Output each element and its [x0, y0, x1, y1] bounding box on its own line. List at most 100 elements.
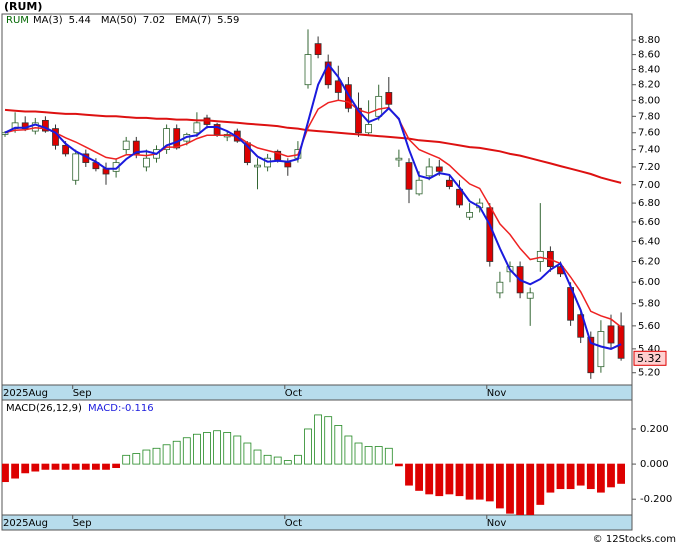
indicator-line — [4, 99, 622, 328]
macd-bar — [263, 454, 272, 465]
x-tick-label: Oct — [285, 518, 302, 529]
macd-bar — [445, 463, 454, 495]
last-price: 5.32 — [637, 352, 662, 365]
date-strip — [1, 514, 633, 531]
candle-body — [415, 179, 423, 195]
candle-body — [72, 153, 80, 181]
candle-body — [42, 119, 49, 132]
macd-bar — [344, 435, 353, 465]
macd-bar — [92, 463, 100, 470]
price-plot — [2, 29, 625, 379]
indicator-line — [4, 62, 622, 350]
candle-body — [62, 144, 69, 155]
macd-plot — [2, 414, 625, 515]
macd-bar — [213, 430, 222, 465]
candle-body — [526, 292, 534, 299]
macd-bar — [21, 463, 30, 474]
y-tick-label: 8.40 — [638, 64, 660, 75]
date-strip — [1, 384, 633, 401]
macd-bar — [455, 463, 464, 497]
macd-bar — [2, 463, 9, 483]
macd-bar — [273, 456, 282, 465]
candle-body — [2, 132, 9, 135]
macd-bar — [425, 463, 434, 495]
x-tick-label: Sep — [73, 518, 92, 529]
macd-bar — [495, 463, 504, 509]
macd-bar — [71, 463, 80, 470]
macd-bar — [394, 463, 403, 467]
macd-bar — [162, 444, 171, 465]
candle-body — [122, 140, 130, 151]
macd-bar — [475, 463, 484, 500]
candle-body — [425, 166, 433, 177]
candle-body — [445, 179, 453, 187]
y-tick-label: 7.20 — [638, 162, 660, 173]
macd-bar — [304, 428, 312, 465]
macd-bar — [192, 433, 201, 465]
candle-body — [405, 162, 413, 190]
candle-body — [314, 43, 322, 55]
macd-bar — [536, 463, 545, 505]
macd-bar — [607, 463, 615, 488]
candle-body — [536, 250, 544, 262]
macd-bar — [364, 446, 373, 465]
y-tick-label: 7.60 — [638, 128, 660, 139]
candle-body — [486, 207, 494, 262]
candle-body — [496, 281, 504, 294]
legend-value: 7.02 — [143, 15, 165, 26]
candle-body — [173, 128, 181, 149]
candle-body — [334, 80, 342, 93]
y-tick-label: 6.20 — [638, 256, 660, 267]
y-tick-label: 8.80 — [638, 35, 660, 46]
macd-bar — [172, 440, 181, 465]
macd-bar — [223, 432, 232, 465]
macd-label: MACD:-0.116 — [88, 403, 154, 414]
candle-body — [607, 325, 615, 344]
macd-bar — [51, 463, 60, 470]
y-tick-label: 5.80 — [638, 299, 660, 310]
candle-body — [375, 95, 383, 117]
macd-bar — [384, 447, 393, 465]
x-tick-label: Nov — [487, 518, 507, 529]
macd-bar — [283, 460, 292, 465]
candle-body — [284, 162, 292, 168]
macd-bar — [81, 463, 90, 470]
x-tick-label: 2025Aug — [3, 518, 48, 529]
y-tick-label: 8.20 — [638, 80, 660, 91]
y-tick-label: 6.60 — [638, 217, 660, 228]
macd-bar — [526, 463, 535, 515]
candle-body — [385, 92, 393, 105]
candle-body — [435, 166, 443, 172]
y-tick-label: 6.80 — [638, 198, 660, 209]
y-tick-label: 5.60 — [638, 321, 660, 332]
macd-bar — [203, 432, 211, 465]
macd-bar — [61, 463, 70, 470]
x-tick-label: 2025Aug — [3, 388, 48, 399]
indicator-line — [4, 108, 622, 184]
candle-body — [395, 157, 403, 161]
legend-name: MA(50) — [101, 15, 137, 26]
macd-bar — [405, 463, 413, 486]
macd-bar — [102, 463, 110, 470]
y-tick-label: 6.40 — [638, 236, 660, 247]
candle-body — [324, 61, 332, 86]
x-tick-label: Sep — [73, 388, 92, 399]
x-tick-label: Oct — [285, 388, 302, 399]
legend-name: EMA(7) — [175, 15, 211, 26]
macd-bar — [597, 463, 605, 493]
y-tick-label: 8.60 — [638, 50, 660, 61]
macd-bar — [415, 463, 424, 491]
y-tick-label: -0.200 — [640, 494, 672, 505]
macd-bar — [617, 463, 625, 484]
macd-name: MACD(26,12,9) — [6, 403, 82, 414]
y-tick-label: 5.40 — [638, 344, 660, 355]
y-tick-label: 7.80 — [638, 111, 660, 122]
macd-bar — [485, 463, 494, 502]
candle-body — [597, 331, 605, 368]
macd-bar — [41, 463, 50, 470]
chart-title: (RUM) — [4, 0, 42, 13]
macd-bar — [11, 463, 20, 479]
macd-bar — [374, 446, 383, 465]
candle-body — [132, 140, 140, 155]
